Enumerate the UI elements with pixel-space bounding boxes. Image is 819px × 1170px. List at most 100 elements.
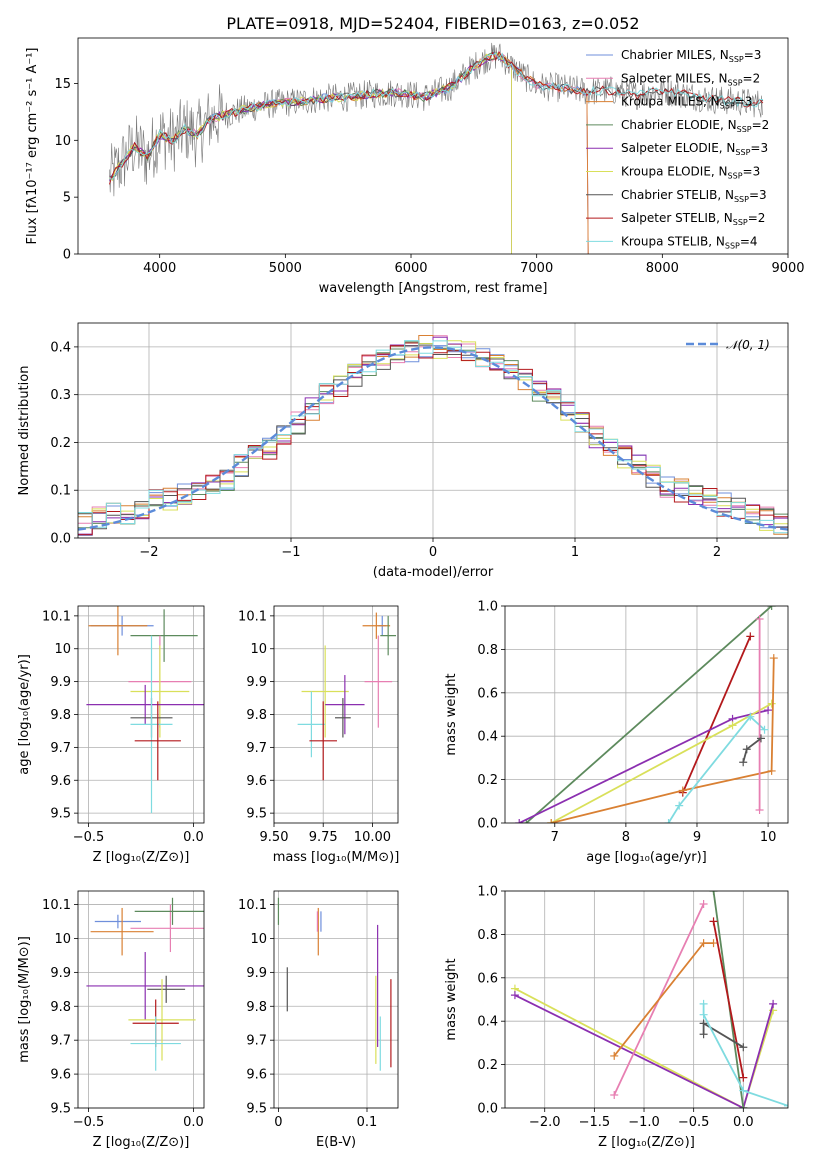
- weight-marker: [728, 721, 737, 730]
- axes-frame: [504, 890, 789, 1109]
- x-tick-label: −0.5: [73, 1115, 105, 1130]
- weight-line-kroupa-miles: [613, 942, 714, 1057]
- y-tick-label: 9.7: [50, 1034, 71, 1049]
- x-axis-label: Z [log₁₀(Z/Z⊙)]: [93, 1135, 190, 1150]
- y-tick-label: 9.5: [246, 807, 267, 822]
- y-tick-label: 9.9: [246, 675, 267, 690]
- x-tick-label: −2: [139, 545, 158, 560]
- x-tick-label: −0.5: [73, 830, 105, 845]
- plot-area: [510, 891, 788, 1108]
- y-tick-label: 0.0: [477, 1102, 498, 1117]
- y-tick-label: 0: [63, 248, 71, 263]
- age-vs-Z-panel: −0.5 0.0 9.5 9.6 9.7 9.8 9.9 10 10.1 Z [log₁₀(Z/Z…: [17, 605, 205, 865]
- y-tick-label: 9.6: [246, 1068, 267, 1083]
- errorbar-point: [128, 979, 196, 1061]
- weight-marker: [709, 891, 718, 895]
- x-tick-label: −1.5: [579, 1115, 611, 1130]
- histogram-salpeter-stelib: [78, 342, 788, 536]
- x-tick-label: 9000: [771, 261, 804, 276]
- y-tick-label: 10: [54, 642, 71, 657]
- x-tick-label: 7: [551, 830, 559, 845]
- errorbar-point: [335, 698, 351, 738]
- weight-marker: [709, 917, 718, 926]
- x-axis-label: mass [log₁₀(M/M⊙)]: [273, 850, 400, 865]
- weight-marker: [678, 786, 687, 795]
- errorbar-point: [94, 914, 141, 929]
- axes-frame: [273, 890, 399, 1109]
- y-axis-label: Flux [fλ10⁻¹⁷ erg cm⁻² s⁻¹ A⁻¹]: [25, 48, 40, 245]
- y-tick-label: 0.2: [50, 436, 71, 451]
- weight-marker: [664, 819, 673, 823]
- plot-area: [78, 335, 788, 536]
- weight-marker: [709, 939, 718, 948]
- weight-marker: [699, 1010, 708, 1019]
- weight-line-kroupa-stelib: [702, 1003, 788, 1107]
- y-tick-label: 9.7: [246, 1034, 267, 1049]
- y-tick-label: 0.4: [477, 730, 498, 745]
- figure-title: PLATE=0918, MJD=52404, FIBERID=0163, z=0…: [226, 14, 639, 33]
- residuals-panel: −2 −1 0 1 2 0.0 0.1 0.2 0.3 0.4 (data-model)/error…: [17, 322, 789, 580]
- errorbar-point: [88, 606, 148, 656]
- weight-marker: [699, 999, 708, 1008]
- y-tick-label: 9.5: [246, 1102, 267, 1117]
- x-tick-label: 9.75: [309, 830, 338, 845]
- y-tick-label: 0.0: [50, 532, 71, 547]
- plot-area: [108, 42, 764, 254]
- errorbar-point: [130, 609, 198, 662]
- legend-label: Chabrier STELIB, NSSP=3: [621, 188, 767, 204]
- y-tick-label: 10: [250, 932, 267, 947]
- errorbar-point: [130, 645, 190, 738]
- y-axis-label: mass weight: [444, 958, 459, 1040]
- weight-marker: [739, 1073, 748, 1082]
- x-tick-label: 2: [713, 545, 721, 560]
- plot-area: [515, 606, 778, 823]
- model-spectrum-chabrier-stelib: [109, 54, 764, 178]
- plot-area: [297, 612, 397, 781]
- weight-marker: [739, 1086, 748, 1095]
- weight-marker: [767, 606, 776, 610]
- weight-marker: [610, 1090, 619, 1099]
- y-tick-label: 9.8: [246, 708, 267, 723]
- axes-frame: [504, 605, 789, 824]
- y-tick-label: 1.0: [477, 600, 498, 615]
- y-tick-label: 15: [54, 77, 71, 92]
- y-tick-label: 9.8: [246, 1000, 267, 1015]
- x-tick-label: 0.0: [183, 830, 204, 845]
- errorbar-point: [130, 1016, 181, 1071]
- weight-marker: [756, 734, 765, 743]
- y-tick-label: 0.6: [477, 686, 498, 701]
- y-axis-label: mass weight: [444, 673, 459, 755]
- x-tick-label: 10.00: [354, 830, 391, 845]
- y-tick-label: 9.7: [246, 741, 267, 756]
- x-tick-label: 0.0: [183, 1115, 204, 1130]
- x-axis-label: wavelength [Angstrom, rest frame]: [319, 281, 548, 296]
- errorbar-point: [86, 952, 204, 1020]
- plot-area: [277, 897, 392, 1071]
- weight-marker: [746, 632, 755, 641]
- y-tick-label: 10.1: [238, 609, 267, 624]
- weight-marker: [755, 805, 764, 814]
- x-axis-label: age [log₁₀(age/yr)]: [586, 850, 707, 865]
- x-tick-label: 10: [760, 830, 777, 845]
- model-spectrum-kroupa-stelib: [109, 52, 763, 180]
- mass-vs-Z-panel: −0.5 0.0 9.5 9.6 9.7 9.8 9.9 10 10.1 Z [log₁₀(Z/Z…: [17, 890, 205, 1150]
- y-tick-label: 9.6: [50, 774, 71, 789]
- errorbar-point: [297, 691, 326, 758]
- x-axis-label: (data-model)/error: [373, 565, 494, 580]
- errorbar-point: [130, 635, 173, 814]
- legend-label: Chabrier ELODIE, NSSP=2: [621, 118, 769, 134]
- y-tick-label: 9.5: [50, 807, 71, 822]
- x-tick-label: 0: [274, 1115, 282, 1130]
- errorbar-point: [325, 675, 365, 735]
- x-tick-label: −1.0: [628, 1115, 660, 1130]
- weight-line-salpeter-stelib: [712, 921, 745, 1078]
- x-tick-label: 0.1: [357, 1115, 378, 1130]
- age-vs-mass-panel: 9.50 9.75 10.00 9.5 9.6 9.7 9.8 9.9 10 10.1 mass […: [238, 605, 400, 865]
- x-tick-label: −0.5: [678, 1115, 710, 1130]
- weight-marker: [699, 939, 708, 948]
- y-tick-label: 10: [54, 134, 71, 149]
- x-axis-label: Z [log₁₀(Z/Z⊙)]: [93, 850, 190, 865]
- weight-marker: [767, 766, 776, 775]
- weight-vs-age-panel: 7 8 9 10 0.0 0.2 0.4 0.6 0.8 1.0 age [log₁₀(age/yr…: [444, 600, 789, 865]
- legend-label: Kroupa MILES, NSSP=3: [621, 95, 752, 111]
